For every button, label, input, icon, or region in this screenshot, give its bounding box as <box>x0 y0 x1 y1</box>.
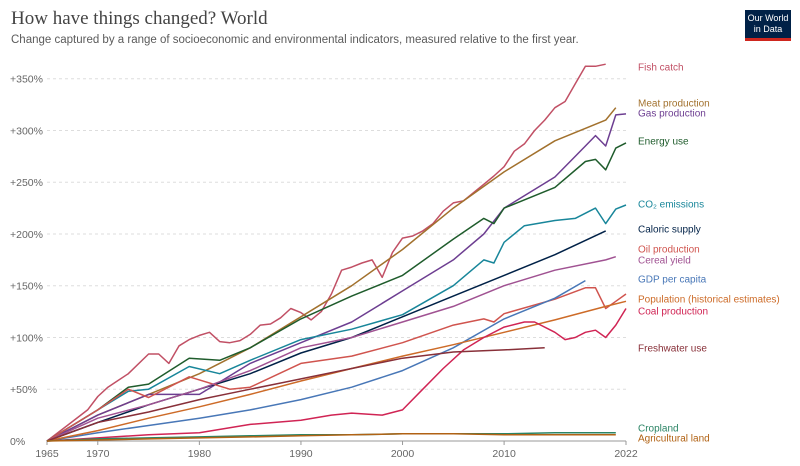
series-line-agricultural-land[interactable] <box>46 433 616 442</box>
series-label-cropland[interactable]: Cropland <box>638 424 679 435</box>
series-label-caloric-supply[interactable]: Caloric supply <box>638 225 701 236</box>
series-label-oil-production[interactable]: Oil production <box>638 245 700 256</box>
series-line-gdp-per-capita[interactable] <box>46 279 586 442</box>
series-line-cereal-yield[interactable] <box>46 255 617 442</box>
chart-title: How have things changed? World <box>11 8 268 29</box>
x-axis-ticks: 1965 1970 1980 1990 2000 2010 2022 <box>35 441 638 460</box>
y-tick-label: +250% <box>10 177 43 189</box>
y-tick-label: +200% <box>10 229 43 241</box>
series-lines <box>46 63 627 442</box>
series-label-co-emissions[interactable]: CO₂ emissions <box>638 200 704 211</box>
series-label-agricultural-land[interactable]: Agricultural land <box>638 434 710 445</box>
owid-logo[interactable]: Our World in Data <box>745 10 791 38</box>
x-tick-label: 1980 <box>188 448 212 460</box>
y-tick-label: 0% <box>10 436 25 448</box>
x-tick-label: 1970 <box>86 448 110 460</box>
y-tick-label: +300% <box>10 125 43 137</box>
series-line-co-emissions[interactable] <box>46 204 627 442</box>
y-tick-label: +50% <box>10 384 37 396</box>
series-label-gas-production[interactable]: Gas production <box>638 109 706 120</box>
series-line-fish-catch[interactable] <box>46 63 606 442</box>
series-label-cereal-yield[interactable]: Cereal yield <box>638 256 691 267</box>
logo-accent-bar <box>745 38 791 41</box>
x-tick-label: 2010 <box>492 448 516 460</box>
series-label-gdp-per-capita[interactable]: GDP per capita <box>638 275 707 286</box>
logo-line-2: in Data <box>753 24 783 34</box>
series-label-population-historical-estimates[interactable]: Population (historical estimates) <box>638 295 780 306</box>
series-line-energy-use[interactable] <box>46 142 627 442</box>
y-tick-label: +150% <box>10 281 43 293</box>
series-line-freshwater-use[interactable] <box>46 347 545 442</box>
series-label-meat-production[interactable]: Meat production <box>638 99 710 110</box>
series-label-fish-catch[interactable]: Fish catch <box>638 63 684 74</box>
series-label-freshwater-use[interactable]: Freshwater use <box>638 344 707 355</box>
logo-line-1: Our World <box>747 13 789 23</box>
x-tick-label: 1965 <box>35 448 59 460</box>
series-label-coal-production[interactable]: Coal production <box>638 307 708 318</box>
y-tick-label: +100% <box>10 332 43 344</box>
series-line-coal-production[interactable] <box>46 308 627 442</box>
x-tick-label: 2022 <box>614 448 638 460</box>
chart-subtitle: Change captured by a range of socioecono… <box>11 34 579 46</box>
y-tick-label: +350% <box>10 74 43 86</box>
series-line-oil-production[interactable] <box>46 287 627 442</box>
y-axis-ticks: 0% +50% +100% +150% +200% +250% +300% +350% <box>10 74 43 448</box>
x-tick-label: 2000 <box>391 448 415 460</box>
series-label-energy-use[interactable]: Energy use <box>638 137 689 148</box>
x-tick-label: 1990 <box>289 448 313 460</box>
